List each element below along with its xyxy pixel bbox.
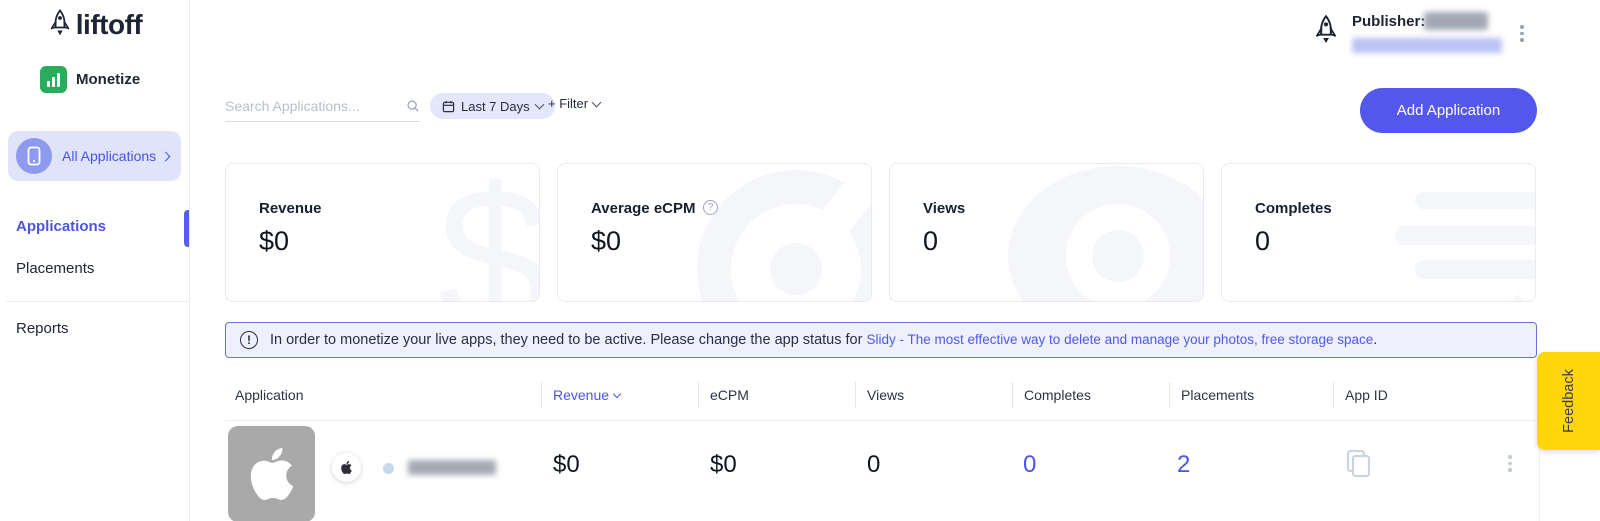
stat-label: Average eCPM bbox=[591, 200, 696, 217]
active-nav-indicator bbox=[184, 210, 189, 247]
checklist-watermark-icon bbox=[1395, 192, 1535, 301]
status-alert-banner: ! In order to monetize your live apps, t… bbox=[225, 322, 1537, 358]
sidebar-item-applications[interactable]: Applications bbox=[16, 218, 107, 235]
alert-icon: ! bbox=[240, 331, 258, 349]
chevron-down-icon bbox=[534, 99, 545, 110]
apple-logo-icon bbox=[250, 448, 293, 500]
stat-label: Revenue bbox=[259, 200, 322, 217]
help-icon[interactable]: ? bbox=[703, 200, 718, 215]
column-divider bbox=[1012, 382, 1013, 408]
search-input[interactable] bbox=[225, 97, 406, 114]
app-status-dot bbox=[383, 463, 394, 474]
copy-app-id-icon[interactable] bbox=[1343, 447, 1373, 479]
rocket-logo-icon bbox=[50, 9, 70, 36]
app-name-redacted bbox=[408, 460, 496, 475]
stat-label: Completes bbox=[1255, 200, 1332, 217]
logo-text: liftoff bbox=[75, 9, 143, 40]
column-header-application: Application bbox=[235, 387, 304, 403]
column-divider bbox=[541, 382, 542, 408]
row-actions-menu[interactable] bbox=[1508, 455, 1512, 472]
cell-revenue: $0 bbox=[553, 451, 580, 478]
table-row[interactable]: $0 $0 0 0 2 bbox=[225, 420, 1540, 521]
calendar-icon bbox=[442, 100, 455, 112]
apple-logo-icon bbox=[341, 461, 352, 474]
publisher-email-redacted bbox=[1352, 38, 1502, 53]
search-icon bbox=[407, 99, 419, 112]
product-monetize: Monetize bbox=[40, 66, 140, 93]
cell-views: 0 bbox=[867, 451, 881, 478]
account-menu-button[interactable] bbox=[1520, 25, 1524, 42]
stat-label: Views bbox=[923, 200, 966, 217]
stat-value: $0 bbox=[591, 226, 622, 256]
filter-dropdown[interactable]: + Filter bbox=[548, 96, 602, 111]
app-status-link[interactable]: Slidy - The most effective way to delete… bbox=[866, 332, 1374, 347]
cell-ecpm: $0 bbox=[710, 451, 737, 478]
column-header-views[interactable]: Views bbox=[867, 387, 905, 403]
column-header-revenue[interactable]: Revenue bbox=[553, 387, 622, 403]
stat-card-completes: Completes 0 bbox=[1221, 163, 1536, 302]
liftoff-logo[interactable]: liftoff bbox=[0, 8, 190, 42]
date-range-label: Last 7 Days bbox=[461, 98, 530, 114]
date-range-dropdown[interactable]: Last 7 Days bbox=[430, 93, 555, 119]
chevron-right-icon bbox=[160, 151, 171, 161]
sort-chevron-icon bbox=[612, 389, 622, 398]
column-divider bbox=[698, 382, 699, 408]
column-header-placements[interactable]: Placements bbox=[1181, 387, 1255, 403]
filter-label: + Filter bbox=[548, 96, 589, 111]
stat-card-average-ecpm: Average eCPM ? $0 bbox=[557, 163, 872, 302]
column-divider bbox=[1333, 382, 1334, 408]
eye-watermark-icon bbox=[1008, 166, 1203, 301]
alert-message: In order to monetize your live apps, the… bbox=[270, 332, 1378, 348]
publisher-name-redacted bbox=[1424, 12, 1488, 30]
stat-value: 0 bbox=[1255, 226, 1271, 256]
product-label: Monetize bbox=[76, 71, 141, 88]
search-field bbox=[225, 90, 420, 122]
monetize-chart-icon bbox=[40, 66, 67, 93]
publisher-rocket-icon bbox=[1315, 14, 1337, 44]
chevron-down-icon bbox=[591, 97, 602, 107]
all-applications-label: All Applications bbox=[62, 148, 157, 164]
publisher-label: Publisher: bbox=[1352, 13, 1426, 30]
sidebar-divider bbox=[6, 301, 190, 302]
sidebar-item-placements[interactable]: Placements bbox=[16, 260, 95, 277]
cell-placements-link[interactable]: 2 bbox=[1177, 451, 1191, 478]
phone-icon bbox=[16, 138, 52, 174]
sidebar-item-reports[interactable]: Reports bbox=[16, 320, 69, 337]
column-divider bbox=[855, 382, 856, 408]
platform-ios-badge bbox=[332, 453, 361, 482]
column-header-appid: App ID bbox=[1345, 387, 1388, 403]
column-header-completes[interactable]: Completes bbox=[1024, 387, 1091, 403]
feedback-label: Feedback bbox=[1560, 369, 1577, 433]
feedback-tab[interactable]: Feedback bbox=[1537, 352, 1600, 450]
add-application-button[interactable]: Add Application bbox=[1360, 88, 1537, 133]
column-divider bbox=[1169, 382, 1170, 408]
dollar-watermark-icon: $ bbox=[436, 163, 540, 302]
stat-card-views: Views 0 bbox=[889, 163, 1204, 302]
cell-completes-link[interactable]: 0 bbox=[1023, 451, 1037, 478]
column-header-ecpm[interactable]: eCPM bbox=[710, 387, 749, 403]
app-artwork bbox=[228, 426, 315, 521]
stat-card-revenue: $ Revenue $0 bbox=[225, 163, 540, 302]
stat-value: $0 bbox=[259, 226, 290, 256]
stat-value: 0 bbox=[923, 226, 939, 256]
all-applications-selector[interactable]: All Applications bbox=[8, 131, 181, 181]
target-watermark-icon bbox=[697, 169, 871, 301]
sidebar: liftoff Monetize All Applications Applic… bbox=[0, 0, 190, 521]
